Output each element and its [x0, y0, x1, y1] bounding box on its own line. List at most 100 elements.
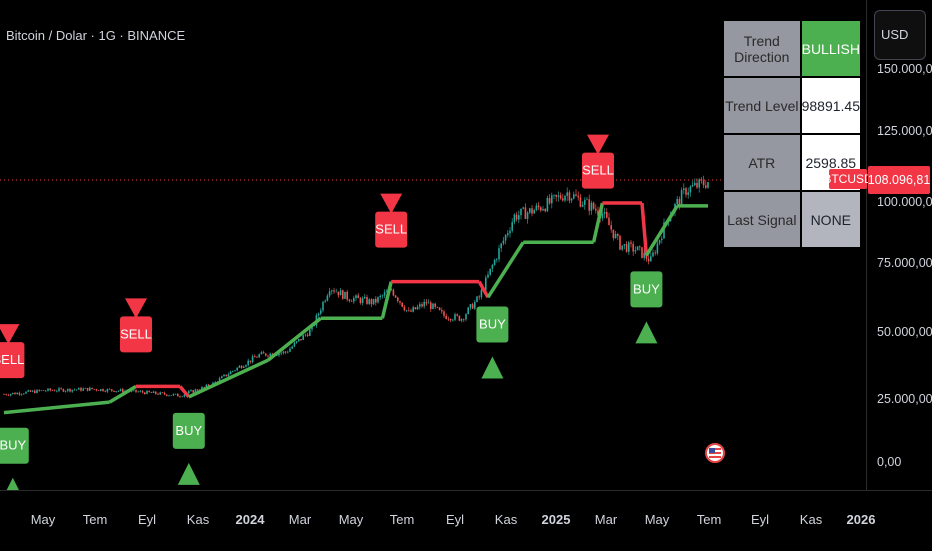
candle-body — [427, 302, 430, 304]
candle-body — [58, 388, 60, 391]
signal-label: BUY — [0, 438, 26, 453]
candle-body — [179, 396, 181, 397]
candle-body — [438, 307, 441, 311]
candle-body — [141, 391, 144, 393]
candle-body — [685, 188, 687, 195]
price-tick: 25.000,00 — [877, 392, 932, 406]
candle-body — [443, 311, 445, 316]
candle-body — [364, 296, 366, 299]
candle-body — [542, 209, 544, 211]
candle-body — [502, 240, 505, 244]
candle-body — [421, 304, 423, 307]
candle-body — [632, 243, 634, 252]
candle-body — [51, 390, 54, 391]
supertrend-segment — [640, 202, 649, 256]
candle-body — [144, 392, 146, 395]
sell-signal-marker: SELL — [582, 134, 614, 189]
candle-body — [207, 384, 210, 387]
candle-body — [148, 390, 150, 393]
time-tick: Kas — [799, 512, 823, 527]
candle-body — [86, 387, 89, 391]
candle-body — [425, 301, 428, 304]
candle-body — [370, 299, 373, 305]
candle-body — [243, 366, 245, 368]
candle-body — [73, 389, 76, 391]
candle-body — [344, 291, 346, 299]
candle-body — [559, 195, 562, 199]
candle-body — [324, 300, 326, 302]
candle-body — [42, 390, 45, 391]
price-chart[interactable]: SELL BUY SELL BUY SELL BUY SELL BUY — [0, 0, 866, 490]
candle-body — [348, 299, 351, 301]
candle-body — [614, 233, 617, 239]
candle-body — [342, 290, 344, 299]
candle-body — [320, 310, 322, 314]
currency-button[interactable]: USD — [874, 10, 926, 60]
candle-body — [544, 209, 546, 212]
candle-body — [262, 352, 265, 354]
candle-body — [304, 334, 307, 336]
candle-body — [658, 239, 661, 244]
candle-body — [16, 392, 18, 395]
candle-body — [203, 386, 205, 388]
candle-body — [496, 259, 498, 260]
candle-body — [661, 238, 663, 240]
table-row: Trend Level 98891.45 — [722, 76, 863, 135]
table-row: Last Signal NONE — [722, 190, 863, 249]
candle-body — [218, 378, 221, 383]
candle-body — [557, 195, 560, 197]
candle-body — [45, 390, 47, 392]
candle-body — [533, 210, 535, 214]
candle-body — [122, 389, 124, 393]
candle-body — [634, 250, 637, 252]
candle-body — [302, 335, 304, 340]
us-flag-icon[interactable] — [705, 443, 725, 463]
candle-body — [284, 351, 287, 353]
candle-body — [586, 199, 588, 200]
candle-body — [394, 295, 397, 298]
candle-body — [157, 393, 159, 395]
candle-body — [256, 357, 258, 358]
time-tick: Mar — [594, 512, 618, 527]
candle-body — [137, 391, 139, 393]
candle-body — [97, 390, 100, 391]
last-price-badge: 108.096,81 — [868, 166, 930, 194]
candle-body — [621, 245, 623, 250]
candle-body — [95, 389, 98, 391]
candle-body — [29, 390, 32, 392]
candle-body — [588, 199, 590, 211]
candle-body — [111, 389, 113, 391]
candle-body — [161, 392, 164, 393]
price-tick: 150.000,00 — [877, 62, 932, 76]
candle-body — [581, 204, 584, 207]
buy-signal-marker: BUY — [476, 306, 509, 379]
candle-body — [408, 310, 410, 311]
candle-body — [20, 394, 23, 395]
candle-body — [399, 301, 401, 303]
price-scale[interactable] — [866, 0, 932, 490]
price-tick: 125.000,00 — [877, 124, 932, 138]
chart-area[interactable]: SELL BUY SELL BUY SELL BUY SELL BUY Bitcoin / D… — [0, 0, 866, 490]
candle-body — [183, 394, 186, 397]
candle-body — [115, 391, 117, 392]
candle-body — [529, 208, 531, 213]
candle-body — [174, 393, 177, 395]
candle-body — [419, 304, 421, 307]
candle-body — [14, 392, 16, 395]
time-scale[interactable] — [0, 490, 932, 551]
candle-body — [410, 310, 412, 312]
supertrend-segment — [3, 400, 110, 415]
candle-body — [69, 388, 71, 392]
candle-body — [71, 389, 73, 392]
candle-body — [280, 353, 282, 354]
candle-body — [306, 334, 309, 336]
supertrend-segment — [380, 281, 393, 319]
candle-body — [317, 313, 320, 316]
candle-body — [12, 392, 14, 394]
price-tick: 100.000,00 — [877, 195, 932, 209]
candle-body — [366, 296, 368, 304]
candle-body — [595, 208, 597, 211]
candle-body — [623, 244, 626, 246]
signal-markers: SELL BUY SELL BUY SELL BUY SELL BUY — [0, 134, 663, 490]
trend-direction-value: BULLISH — [799, 19, 863, 78]
